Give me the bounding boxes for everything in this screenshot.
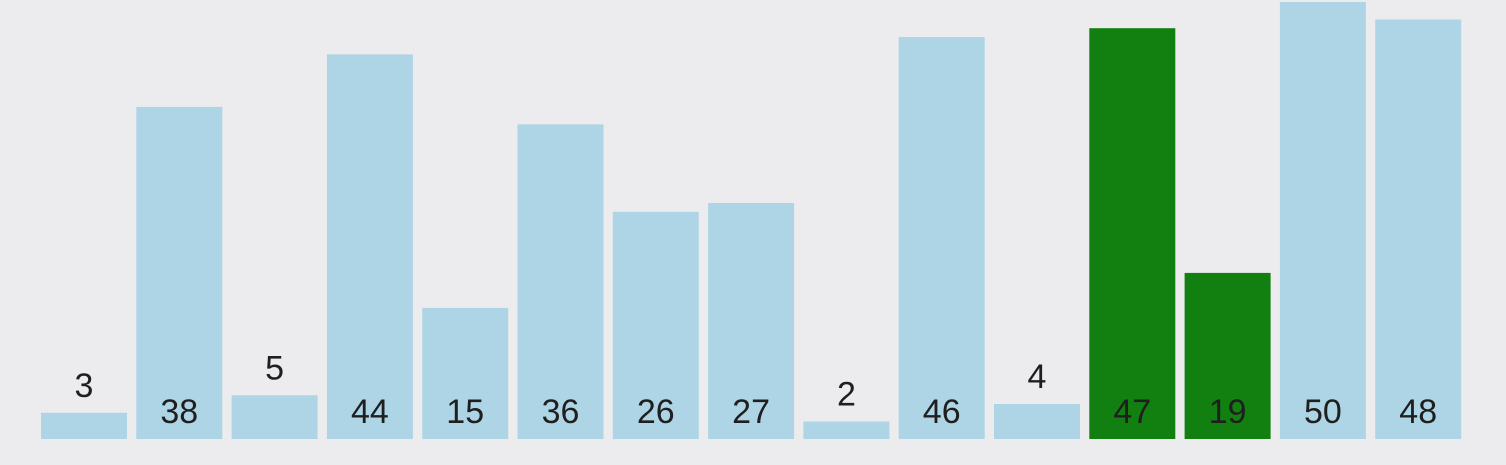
bar-value-label: 47 [1113,393,1151,431]
bar [136,106,223,440]
bar [898,37,985,439]
bar [422,307,509,439]
bar-value-label: 19 [1209,393,1247,431]
bar [803,421,890,439]
bar-value-label: 5 [265,349,284,387]
bar [994,404,1080,439]
bar-highlighted [1089,28,1176,439]
bar-value-label: 15 [446,393,484,431]
bar-value-label: 38 [160,393,198,431]
bar-value-label: 46 [923,393,961,431]
bar-value-label: 48 [1399,393,1437,431]
bar-value-label: 3 [75,367,94,405]
bar [612,211,699,439]
bar [517,124,604,440]
bar-value-label: 44 [351,393,389,431]
bar-highlighted [1184,272,1271,439]
bar-value-label: 27 [732,393,770,431]
bar-value-label: 36 [542,393,580,431]
bar-value-label: 26 [637,393,675,431]
bar [326,54,413,440]
bar [231,395,318,439]
bar [1375,19,1462,439]
bar [41,412,127,439]
bar [708,203,795,439]
bar-value-label: 50 [1304,393,1342,431]
bar-value-label: 2 [837,376,856,414]
bar-value-label: 4 [1028,358,1047,396]
bar [1279,2,1366,439]
